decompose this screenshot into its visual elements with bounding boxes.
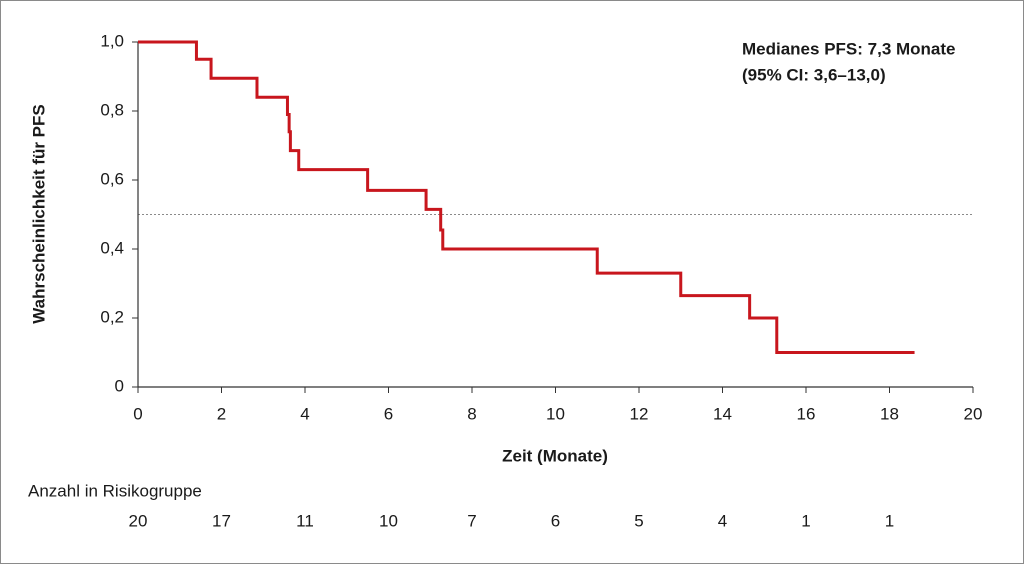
x-tick-label: 14	[713, 404, 732, 423]
at-risk-value: 1	[885, 511, 894, 530]
x-tick-label: 0	[133, 404, 142, 423]
at-risk-value: 4	[718, 511, 727, 530]
at-risk-title: Anzahl in Risikogruppe	[28, 481, 202, 500]
at-risk-value: 1	[801, 511, 810, 530]
y-tick-label: 0,8	[100, 100, 124, 119]
at-risk-value: 20	[129, 511, 148, 530]
x-tick-label: 12	[630, 404, 649, 423]
at-risk-value: 11	[296, 511, 314, 530]
x-tick-label: 18	[880, 404, 899, 423]
x-tick-label: 2	[217, 404, 226, 423]
x-tick-label: 16	[797, 404, 816, 423]
x-tick-label: 4	[300, 404, 309, 423]
annotation: (95% CI: 3,6–13,0)	[742, 65, 886, 84]
x-axis-label: Zeit (Monate)	[502, 446, 608, 465]
y-tick-label: 0,4	[100, 238, 124, 257]
x-tick-label: 8	[467, 404, 476, 423]
y-tick-label: 0,6	[100, 169, 124, 188]
at-risk-value: 6	[551, 511, 560, 530]
annotation: Medianes PFS: 7,3 Monate	[742, 39, 956, 58]
at-risk-value: 10	[379, 511, 398, 530]
at-risk-value: 17	[212, 511, 231, 530]
x-tick-label: 10	[546, 404, 565, 423]
y-tick-label: 0	[115, 376, 124, 395]
at-risk-value: 7	[467, 511, 476, 530]
y-tick-label: 0,2	[100, 307, 124, 326]
y-tick-label: 1,0	[100, 31, 124, 50]
survival-curve	[138, 40, 915, 354]
x-tick-label: 6	[384, 404, 393, 423]
x-tick-label: 20	[964, 404, 983, 423]
at-risk-value: 5	[634, 511, 643, 530]
y-axis-label: Wahrscheinlichkeit für PFS	[29, 104, 48, 323]
